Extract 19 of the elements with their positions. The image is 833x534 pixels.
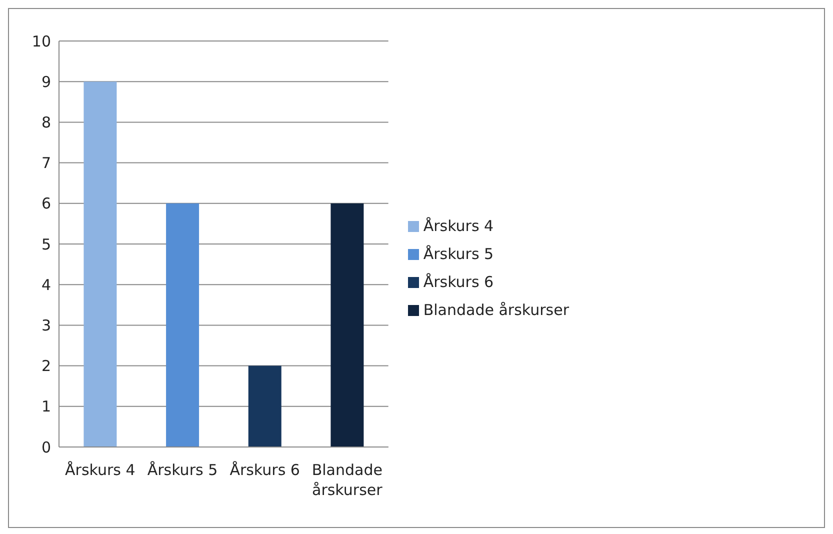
y-tick-label: 8 bbox=[41, 114, 51, 132]
y-tick-label: 3 bbox=[41, 316, 51, 335]
legend-label: Årskurs 4 bbox=[423, 217, 494, 235]
y-tick-label: 4 bbox=[41, 276, 51, 294]
legend-label: Blandade årskurser bbox=[423, 301, 569, 319]
legend-label: Årskurs 5 bbox=[423, 245, 494, 263]
y-tick-label: 6 bbox=[41, 194, 51, 213]
y-tick-label: 7 bbox=[41, 154, 51, 172]
x-tick-label: Blandade årskurser bbox=[312, 461, 384, 499]
y-tick-label: 9 bbox=[41, 72, 51, 91]
legend-label: Årskurs 6 bbox=[423, 273, 494, 291]
y-tick-label: 1 bbox=[41, 398, 51, 416]
y-tick-label: 2 bbox=[41, 357, 51, 376]
x-tick-label: Årskurs 4 bbox=[65, 461, 136, 479]
x-tick-label: Årskurs 5 bbox=[147, 461, 218, 479]
y-tick-label: 5 bbox=[41, 235, 51, 254]
y-tick-label: 10 bbox=[32, 32, 51, 50]
x-tick-label: Årskurs 6 bbox=[230, 461, 300, 479]
y-tick-label: 0 bbox=[41, 438, 51, 456]
